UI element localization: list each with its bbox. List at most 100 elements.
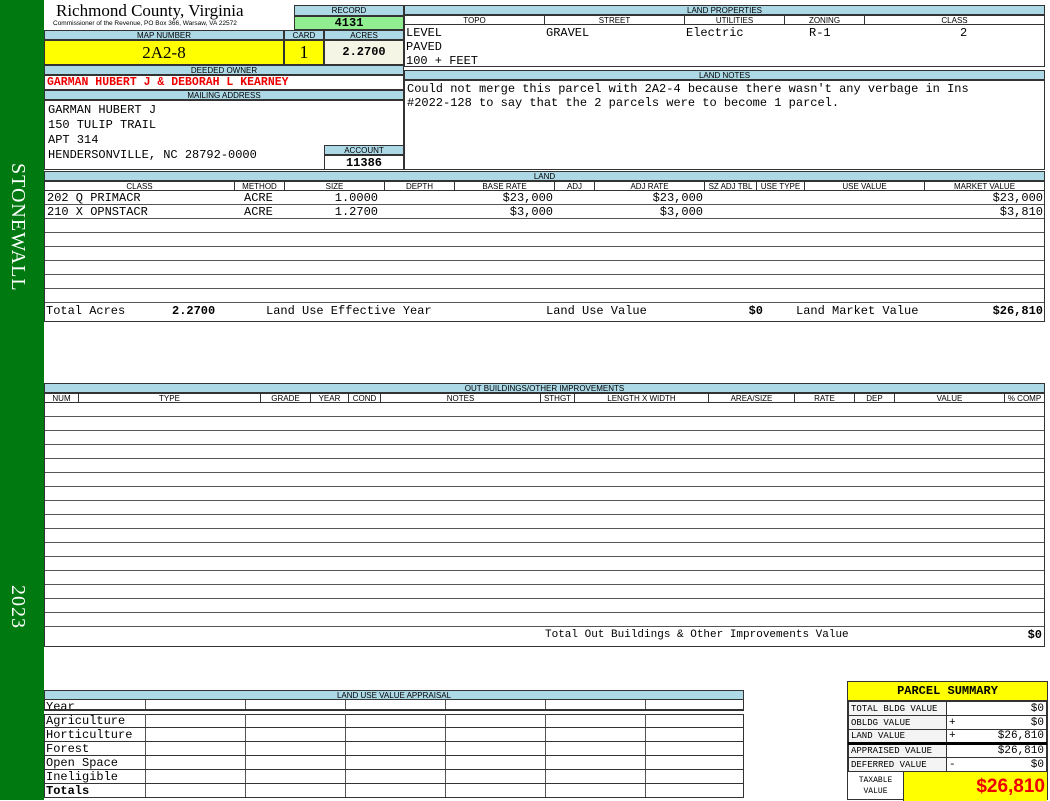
taxable-value-label: TAXABLE VALUE — [848, 772, 904, 801]
totals-row-cell — [545, 784, 645, 797]
deeded-owner-label: DEEDED OWNER — [44, 65, 404, 75]
mailing-address-label: MAILING ADDRESS — [44, 90, 404, 100]
land-cell — [555, 205, 595, 218]
col-class: CLASS — [864, 15, 1045, 25]
appraisal-row-label: Horticulture — [46, 728, 133, 741]
land-col-header: CLASS — [44, 181, 235, 191]
district-sidebar: STONEWALL 2023 — [0, 0, 44, 800]
totals-row-cell — [345, 784, 445, 797]
appraisal-row-cell — [645, 728, 745, 741]
land-cell — [555, 191, 595, 204]
summary-row: DEFERRED VALUE - $0 — [848, 757, 1047, 772]
deeded-owner-value: GARMAN HUBERT J & DEBORAH L KEARNEY — [44, 75, 404, 90]
totals-row-cell — [245, 784, 345, 797]
land-cell: $3,000 — [659, 205, 703, 218]
appraisal-row-cell — [345, 728, 445, 741]
appraisal-row-cell — [345, 756, 445, 769]
year-row-label: Year — [46, 700, 75, 709]
year-row-cell — [145, 700, 245, 709]
land-total-acres-label: Total Acres — [46, 304, 126, 318]
land-col-header: METHOD — [234, 181, 285, 191]
divider — [44, 714, 744, 715]
land-col-header: SZ ADJ TBL — [704, 181, 757, 191]
outbuilding-row — [45, 445, 1044, 459]
appraisal-row-cell — [145, 742, 245, 755]
land-total-market: $26,810 — [992, 304, 1043, 318]
class-value: 2 — [960, 26, 968, 40]
topo-value: LEVEL — [406, 26, 443, 40]
appraisal-row-cell — [145, 714, 245, 727]
summary-row: APPRAISED VALUE $26,810 — [848, 743, 1047, 758]
appraisal-row-cell — [545, 728, 645, 741]
land-cell — [757, 191, 805, 204]
summary-value: + $26,810 — [946, 729, 1047, 744]
outbuilding-total-label: Total Out Buildings & Other Improvements… — [545, 629, 849, 641]
parcel-summary: PARCEL SUMMARY TOTAL BLDG VALUE $0 OBLDG V… — [847, 681, 1048, 801]
appraisal-row-cell — [345, 714, 445, 727]
appraisal-row-cell — [445, 742, 545, 755]
summary-operator: + — [949, 716, 956, 729]
appraisal-row-cell — [645, 742, 745, 755]
year-row-cell — [245, 700, 345, 709]
outbuilding-row — [45, 543, 1044, 557]
land-col-header: USE VALUE — [804, 181, 925, 191]
summary-operator: + — [949, 730, 956, 742]
col-utilities: UTILITIES — [684, 15, 785, 25]
outbuilding-col-header: RATE — [794, 393, 855, 403]
totals-row-cell — [645, 784, 745, 797]
land-row: 202 Q PRIMACR ACRE 1.0000 $23,000 $23,000 $23… — [45, 191, 1044, 205]
land-total-use-value: $0 — [748, 304, 763, 318]
land-col-header: MARKET VALUE — [924, 181, 1045, 191]
land-row — [45, 219, 1044, 233]
outbuildings-table: NUM TYPE GRADE YEAR COND NOTES STHGT LENGTH X W… — [44, 393, 1045, 647]
outbuilding-row — [45, 613, 1044, 627]
taxable-value: $26,810 — [904, 772, 1047, 801]
year-row-cell — [445, 700, 545, 709]
summary-row: LAND VALUE + $26,810 — [848, 729, 1047, 744]
land-col-header: BASE RATE — [454, 181, 555, 191]
land-cell: $3,810 — [999, 205, 1043, 218]
land-row — [45, 261, 1044, 275]
appraisal-row: Forest — [44, 742, 744, 756]
totals-row: Totals — [44, 784, 744, 798]
tax-year: 2023 — [7, 585, 29, 629]
topo-value: 100 + FEET — [406, 54, 479, 68]
summary-label: TOTAL BLDG VALUE — [848, 701, 947, 716]
outbuilding-col-header: YEAR — [310, 393, 349, 403]
year-row-cell — [345, 700, 445, 709]
land-cell: ACRE — [244, 205, 273, 218]
land-col-header: SIZE — [284, 181, 385, 191]
outbuilding-row — [45, 417, 1044, 431]
year-row-cell — [545, 700, 645, 709]
account-label: ACCOUNT — [324, 145, 404, 155]
appraisal-row-cell — [345, 742, 445, 755]
land-col-header: USE TYPE — [756, 181, 805, 191]
record-label: RECORD — [294, 5, 404, 16]
outbuilding-row — [45, 501, 1044, 515]
appraisal-row-cell — [145, 756, 245, 769]
appraisal-row-label: Open Space — [46, 756, 119, 769]
zoning-value: R-1 — [809, 26, 831, 40]
year-row: Year — [44, 700, 744, 711]
appraisal-row-cell — [245, 756, 345, 769]
county-subtitle: Commissioner of the Revenue, PO Box 366,… — [53, 20, 237, 27]
appraisal-row-cell — [445, 728, 545, 741]
land-properties: TOPO STREET UTILITIES ZONING CLASS LEVEL… — [404, 15, 1045, 68]
summary-value: $0 — [946, 701, 1047, 716]
land-row — [45, 275, 1044, 289]
land-label: LAND — [44, 171, 1045, 181]
appraisal-row-cell — [145, 728, 245, 741]
appraisal-row: Horticulture — [44, 728, 744, 742]
appraisal-row: Ineligible — [44, 770, 744, 784]
card-label: CARD — [284, 30, 324, 40]
appraisal-row-cell — [645, 770, 745, 783]
outbuilding-row — [45, 585, 1044, 599]
outbuilding-col-header: LENGTH X WIDTH — [574, 393, 709, 403]
col-street: STREET — [544, 15, 685, 25]
outbuilding-col-header: GRADE — [260, 393, 311, 403]
outbuildings-label: OUT BUILDINGS/OTHER IMPROVEMENTS — [44, 383, 1045, 393]
address-line: 150 TULIP TRAIL — [48, 118, 157, 132]
appraisal-row-cell — [645, 714, 745, 727]
land-notes-text: Could not merge this parcel with 2A2-4 b… — [404, 80, 1045, 170]
outbuilding-col-header: NUM — [44, 393, 79, 403]
